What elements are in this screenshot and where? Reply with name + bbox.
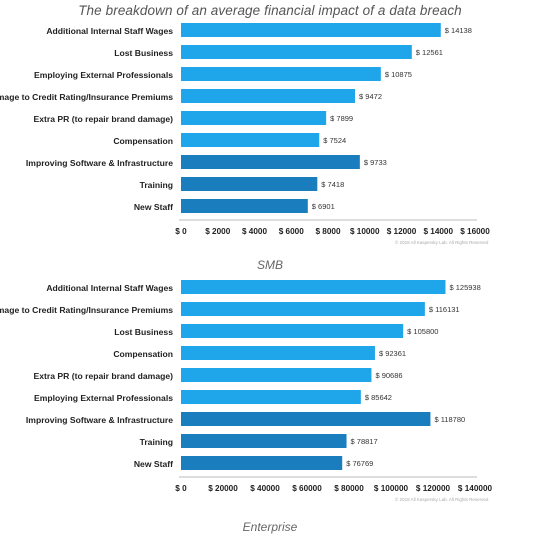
smb-value-label: $ 7524 — [323, 136, 346, 145]
enterprise-copyright-note: © 2018 All Kaspersky Lab. All Rights Res… — [395, 496, 489, 502]
smb-category-label: Lost Business — [114, 48, 173, 58]
smb-x-tick-label: $ 6000 — [279, 227, 304, 236]
smb-bar — [181, 67, 381, 81]
smb-x-tick-label: $ 10000 — [350, 227, 380, 236]
smb-value-label: $ 7418 — [321, 180, 344, 189]
enterprise-category-label: New Staff — [134, 459, 173, 469]
enterprise-value-label: $ 116131 — [429, 305, 460, 314]
smb-chart-caption: SMB — [256, 258, 283, 272]
enterprise-bar — [181, 368, 372, 382]
enterprise-category-label: Additional Internal Staff Wages — [46, 283, 173, 293]
smb-x-tick-label: $ 4000 — [242, 227, 267, 236]
smb-value-label: $ 7899 — [330, 114, 353, 123]
smb-value-label: $ 6901 — [312, 202, 335, 211]
enterprise-category-label: Improving Software & Infrastructure — [26, 415, 173, 425]
smb-bar — [181, 199, 308, 213]
enterprise-x-tick-label: $ 140000 — [458, 484, 493, 493]
smb-value-label: $ 9472 — [359, 92, 382, 101]
enterprise-value-label: $ 90686 — [375, 371, 402, 380]
enterprise-bar — [181, 324, 404, 338]
smb-category-label: Employing External Professionals — [34, 70, 173, 80]
smb-value-label: $ 9733 — [364, 158, 387, 167]
smb-bar — [181, 155, 360, 169]
enterprise-chart-caption: Enterprise — [242, 520, 298, 534]
smb-copyright-note: © 2018 All Kaspersky Lab. All Rights Res… — [395, 239, 489, 245]
smb-bar — [181, 133, 320, 147]
smb-value-label: $ 12561 — [416, 48, 443, 57]
smb-category-label: Training — [140, 180, 173, 190]
enterprise-value-label: $ 76769 — [346, 459, 373, 468]
enterprise-bar — [181, 434, 347, 448]
enterprise-category-label: Employing External Professionals — [34, 393, 173, 403]
smb-x-tick-label: $ 12000 — [387, 227, 417, 236]
smb-value-label: $ 10875 — [385, 70, 412, 79]
smb-category-label: Compensation — [113, 136, 173, 146]
smb-value-label: $ 14138 — [445, 26, 472, 35]
enterprise-bar — [181, 280, 446, 294]
smb-bar — [181, 111, 327, 125]
enterprise-category-label: Training — [140, 437, 173, 447]
enterprise-x-tick-label: $ 60000 — [292, 484, 322, 493]
smb-x-tick-label: $ 16000 — [460, 227, 490, 236]
smb-bar — [181, 177, 318, 191]
enterprise-bar — [181, 456, 343, 470]
smb-bar — [181, 89, 356, 103]
smb-category-label: Damage to Credit Rating/Insurance Premiu… — [0, 92, 173, 102]
smb-bar-chart: Additional Internal Staff Wages $ 14138 Lo… — [0, 23, 490, 245]
enterprise-value-label: $ 78817 — [351, 437, 378, 446]
enterprise-bar — [181, 390, 361, 404]
smb-bar — [181, 23, 441, 37]
enterprise-category-label: Extra PR (to repair brand damage) — [34, 371, 174, 381]
smb-category-label: Extra PR (to repair brand damage) — [34, 114, 174, 124]
enterprise-value-label: $ 105800 — [407, 327, 438, 336]
smb-category-label: Additional Internal Staff Wages — [46, 26, 173, 36]
enterprise-value-label: $ 125938 — [449, 283, 480, 292]
enterprise-category-label: Compensation — [113, 349, 173, 359]
smb-x-tick-label: $ 0 — [175, 227, 187, 236]
smb-x-tick-label: $ 2000 — [205, 227, 230, 236]
enterprise-bar — [181, 302, 425, 316]
enterprise-x-tick-label: $ 0 — [175, 484, 187, 493]
enterprise-x-tick-label: $ 20000 — [208, 484, 238, 493]
enterprise-x-tick-label: $ 100000 — [374, 484, 409, 493]
smb-category-label: Improving Software & Infrastructure — [26, 158, 173, 168]
smb-x-tick-label: $ 14000 — [423, 227, 453, 236]
enterprise-bar-chart: Additional Internal Staff Wages $ 125938 D… — [0, 280, 493, 502]
enterprise-bar — [181, 346, 375, 360]
smb-x-tick-label: $ 8000 — [315, 227, 340, 236]
smb-bar — [181, 45, 412, 59]
enterprise-bar — [181, 412, 431, 426]
enterprise-category-label: Damage to Credit Rating/Insurance Premiu… — [0, 305, 173, 315]
enterprise-x-tick-label: $ 120000 — [416, 484, 451, 493]
enterprise-category-label: Lost Business — [114, 327, 173, 337]
enterprise-value-label: $ 92361 — [379, 349, 406, 358]
enterprise-x-tick-label: $ 80000 — [334, 484, 364, 493]
enterprise-value-label: $ 85642 — [365, 393, 392, 402]
enterprise-x-tick-label: $ 40000 — [250, 484, 280, 493]
smb-category-label: New Staff — [134, 202, 173, 212]
enterprise-value-label: $ 118780 — [434, 415, 465, 424]
chart-title: The breakdown of an average financial im… — [78, 3, 462, 18]
